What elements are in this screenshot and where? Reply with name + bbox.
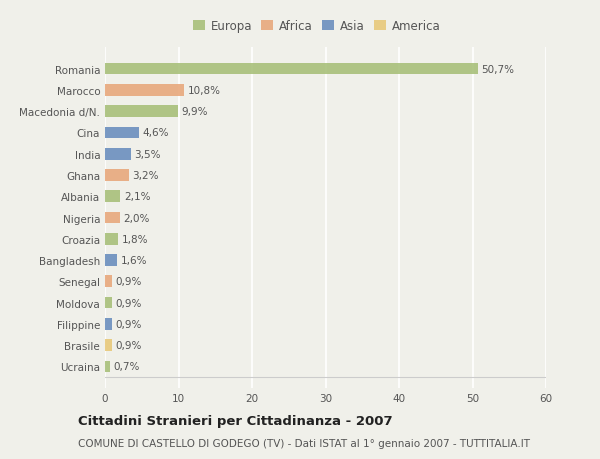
Bar [105, 64, 478, 75]
Bar [105, 127, 139, 139]
Bar [105, 85, 184, 96]
Text: 9,9%: 9,9% [181, 107, 208, 117]
Text: 3,2%: 3,2% [132, 171, 158, 180]
Text: 4,6%: 4,6% [142, 128, 169, 138]
Text: 0,9%: 0,9% [115, 277, 142, 287]
Text: 1,6%: 1,6% [121, 256, 147, 265]
Bar [105, 234, 118, 245]
Text: 0,9%: 0,9% [115, 298, 142, 308]
Bar [105, 361, 110, 372]
Bar [105, 255, 117, 266]
Text: 2,1%: 2,1% [124, 192, 151, 202]
Text: 10,8%: 10,8% [188, 86, 221, 95]
Bar [105, 297, 112, 309]
Text: 0,9%: 0,9% [115, 341, 142, 350]
Bar [105, 149, 131, 160]
Bar [105, 318, 112, 330]
Text: 50,7%: 50,7% [481, 64, 514, 74]
Bar [105, 106, 178, 118]
Bar [105, 170, 128, 181]
Text: 3,5%: 3,5% [134, 149, 161, 159]
Bar [105, 191, 121, 202]
Text: COMUNE DI CASTELLO DI GODEGO (TV) - Dati ISTAT al 1° gennaio 2007 - TUTTITALIA.I: COMUNE DI CASTELLO DI GODEGO (TV) - Dati… [78, 438, 530, 448]
Text: 1,8%: 1,8% [122, 234, 148, 244]
Text: 0,7%: 0,7% [114, 362, 140, 372]
Legend: Europa, Africa, Asia, America: Europa, Africa, Asia, America [193, 20, 440, 33]
Text: 0,9%: 0,9% [115, 319, 142, 329]
Bar [105, 276, 112, 287]
Bar [105, 212, 120, 224]
Text: Cittadini Stranieri per Cittadinanza - 2007: Cittadini Stranieri per Cittadinanza - 2… [78, 414, 392, 428]
Bar [105, 340, 112, 351]
Text: 2,0%: 2,0% [124, 213, 150, 223]
